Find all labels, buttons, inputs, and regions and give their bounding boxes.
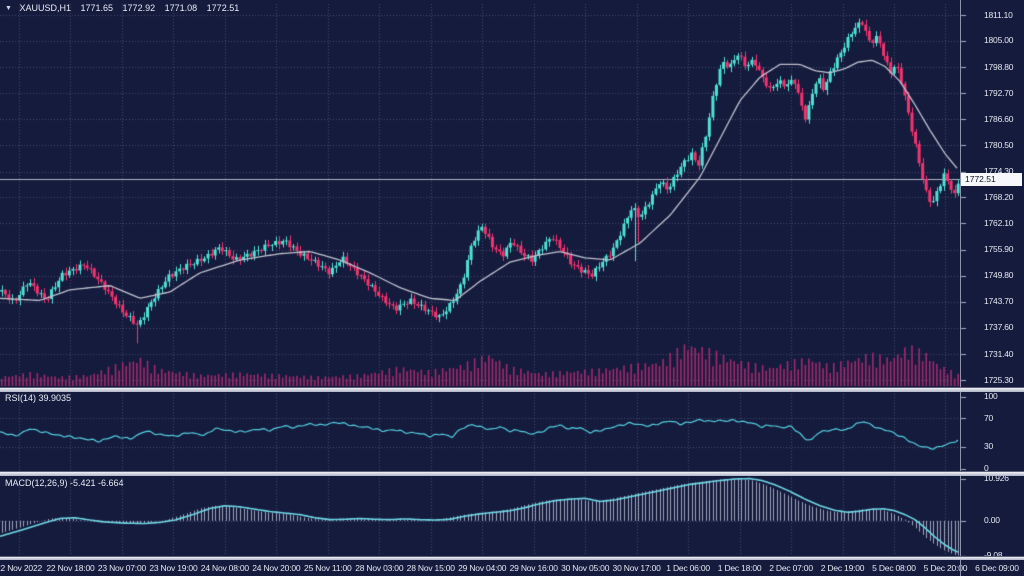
price-tick-label: 1755.90	[984, 244, 1014, 255]
time-tick-label: 28 Nov 03:00	[355, 563, 404, 573]
ohlc-high: 1772.92	[122, 3, 156, 13]
macd-tick-label: 10.926	[984, 473, 1009, 483]
price-tick-label: 1811.10	[984, 9, 1013, 20]
rsi-indicator-label: RSI(14) 39.9035	[5, 393, 72, 403]
time-tick-label: 1 Dec 18:00	[717, 563, 762, 573]
time-tick-label: 5 Dec 08:00	[872, 563, 916, 573]
price-tick-label: 1762.10	[984, 217, 1014, 228]
pane-separator[interactable]	[0, 471, 1024, 476]
time-tick-label: 22 Nov 18:00	[46, 563, 95, 573]
rsi-tick-label: 0	[984, 463, 989, 473]
pane-separator[interactable]	[0, 556, 1024, 560]
price-tick-label: 1774.30	[984, 166, 1014, 177]
ohlc-low: 1771.08	[164, 3, 198, 13]
time-tick-label: 1 Dec 06:00	[666, 563, 710, 573]
time-tick-label: 24 Nov 08:00	[200, 563, 249, 573]
price-tick-label: 1786.60	[984, 113, 1014, 124]
price-tick-label: 1749.80	[984, 270, 1014, 281]
time-tick-label: 30 Nov 17:00	[612, 563, 661, 573]
price-axis[interactable]: 1811.10 1805.00 1798.80 1792.70 1786.60 1780.…	[960, 0, 1024, 560]
price-tick-label: 1780.50	[984, 139, 1014, 150]
time-tick-label: 24 Nov 20:00	[252, 563, 301, 573]
price-tick-label: 1743.70	[984, 296, 1014, 307]
time-tick-label: 25 Nov 11:00	[304, 563, 352, 573]
rsi-tick-label: 70	[984, 412, 994, 423]
time-tick-label: 23 Nov 19:00	[149, 563, 198, 573]
price-tick-label: 1731.40	[984, 348, 1014, 359]
rsi-tick-label: 30	[984, 441, 994, 452]
chart-menu-arrow-icon[interactable]: ▼	[5, 5, 12, 12]
ohlc-open: 1771.65	[80, 3, 114, 13]
price-tick-label: 1768.20	[984, 192, 1014, 202]
macd-tick-label: -9.08	[984, 549, 1003, 560]
time-tick-label: 23 Nov 07:00	[97, 563, 147, 573]
time-tick-label: 5 Dec 20:00	[923, 563, 968, 573]
price-tick-label: 1737.60	[984, 322, 1014, 333]
symbol-timeframe: XAUUSD,H1	[19, 3, 71, 13]
time-axis[interactable]: 22 Nov 2022 22 Nov 18:00 23 Nov 07:00 23 No…	[0, 559, 1024, 576]
price-tick-label: 1798.80	[984, 61, 1014, 72]
price-tick-label: 1725.30	[984, 374, 1014, 385]
axis-border	[960, 0, 961, 576]
time-tick-label: 6 Dec 09:00	[975, 563, 1019, 573]
chart-title: ▼ XAUUSD,H1 1771.65 1772.92 1771.08 1772…	[5, 3, 239, 13]
time-tick-label: 2 Dec 07:00	[769, 563, 813, 573]
price-tick-label: 1805.00	[984, 35, 1014, 46]
price-tick-label: 1792.70	[984, 87, 1014, 98]
time-tick-label: 29 Nov 16:00	[509, 563, 558, 573]
ohlc-close: 1772.51	[206, 3, 240, 13]
time-tick-label: 22 Nov 2022	[0, 563, 43, 573]
time-tick-label: 28 Nov 15:00	[406, 563, 455, 573]
time-tick-label: 30 Nov 05:00	[561, 563, 610, 573]
rsi-tick-label: 100	[984, 391, 998, 401]
time-tick-label: 29 Nov 04:00	[458, 563, 507, 573]
macd-indicator-label: MACD(12,26,9) -5.421 -6.664	[5, 478, 124, 488]
pane-separator[interactable]	[0, 387, 1024, 392]
current-price-tag: 1772.51	[961, 172, 1022, 186]
time-tick-label: 2 Dec 19:00	[820, 563, 865, 573]
macd-tick-label: 0.00	[984, 515, 1000, 526]
